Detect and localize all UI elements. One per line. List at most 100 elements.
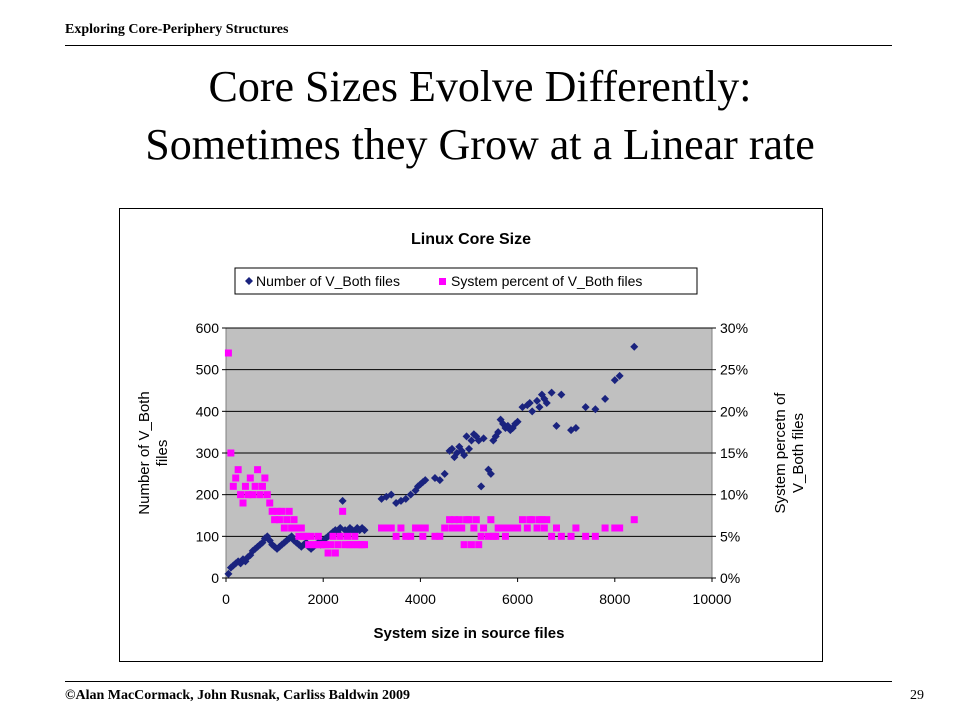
legend-label-series-2: System percent of V_Both files	[451, 273, 642, 289]
data-point-square	[453, 524, 461, 532]
data-point-square	[254, 466, 262, 474]
data-point-square	[239, 499, 247, 507]
data-point-diamond	[523, 401, 532, 410]
footer-copyright: ©Alan MacCormack, John Rusnak, Carliss B…	[65, 688, 410, 703]
data-point-square	[227, 449, 235, 457]
data-point-square	[280, 524, 288, 532]
data-point-square	[336, 532, 344, 540]
data-point-square	[244, 491, 252, 499]
data-point-square	[528, 516, 536, 524]
data-point-diamond	[460, 451, 469, 460]
data-point-square	[329, 532, 337, 540]
data-point-square	[234, 466, 242, 474]
slide-title-line-1: Core Sizes Evolve Differently:	[208, 62, 752, 111]
x-axis-ticks: 0 2000 4000 6000 8000 10000	[222, 578, 732, 607]
y-tick-label: 500	[196, 362, 220, 378]
data-point-square	[419, 532, 427, 540]
data-point-square	[591, 532, 599, 540]
header-divider	[65, 45, 892, 46]
linux-core-size-chart: Linux Core Size Number of V_Both files S…	[136, 231, 807, 642]
data-point-square	[378, 524, 386, 532]
data-point-square	[237, 491, 245, 499]
x-tick-label: 0	[222, 591, 230, 607]
data-point-square	[326, 541, 334, 549]
y-tick-label: 0	[211, 570, 219, 586]
data-point-square	[523, 524, 531, 532]
data-point-diamond	[297, 542, 306, 551]
x-tick-label: 6000	[502, 591, 533, 607]
data-point-square	[431, 532, 439, 540]
data-point-diamond	[506, 426, 515, 435]
data-point-square	[278, 507, 286, 515]
data-point-square	[297, 524, 305, 532]
data-point-diamond	[547, 388, 556, 397]
data-point-diamond	[571, 424, 580, 432]
data-point-diamond	[236, 559, 245, 568]
data-point-diamond	[465, 444, 473, 453]
data-point-square	[446, 516, 454, 524]
legend-box	[234, 267, 698, 295]
data-point-diamond	[601, 394, 610, 403]
data-point-square	[251, 482, 259, 490]
data-point-square	[314, 532, 322, 540]
data-point-diamond	[275, 542, 284, 551]
data-point-square	[229, 482, 237, 490]
data-point-square	[307, 532, 315, 540]
data-point-diamond	[457, 446, 466, 455]
data-point-diamond	[610, 376, 619, 385]
data-point-square	[611, 524, 619, 532]
slide-title-line-2: Sometimes they Grow at a Linear rate	[145, 120, 815, 169]
right-axis-label-line-1: System percetn of	[772, 392, 789, 514]
data-point-diamond	[511, 419, 520, 428]
data-point-diamond	[277, 540, 286, 549]
chart-legend: Number of V_Both files System percent of…	[234, 267, 698, 295]
data-point-diamond	[401, 494, 410, 503]
y2-tick-label: 10%	[720, 487, 748, 503]
data-point-square	[467, 541, 475, 549]
data-point-square	[392, 532, 400, 540]
data-point-square	[630, 516, 638, 524]
data-point-square	[271, 516, 279, 524]
y-axis-label-line-1: Number of V_Both	[136, 391, 153, 514]
data-point-diamond	[537, 390, 546, 399]
data-point-diamond	[336, 524, 345, 532]
y-tick-label: 300	[196, 445, 220, 461]
data-point-square	[540, 524, 548, 532]
data-point-diamond	[338, 496, 347, 505]
data-point-square	[288, 524, 296, 532]
data-point-square	[514, 524, 522, 532]
y-axis-label-line-2: files	[154, 440, 171, 467]
data-point-square	[548, 532, 556, 540]
y2-tick-label: 20%	[720, 403, 748, 419]
y2-tick-label: 15%	[720, 445, 748, 461]
data-point-diamond	[287, 532, 296, 541]
data-point-diamond	[467, 436, 476, 445]
data-point-diamond	[591, 405, 600, 414]
data-point-diamond	[462, 432, 471, 441]
data-point-square	[436, 532, 444, 540]
data-point-square	[263, 491, 271, 499]
data-point-square	[295, 532, 303, 540]
data-point-square	[572, 524, 580, 532]
data-point-square	[450, 516, 458, 524]
data-point-square	[557, 532, 565, 540]
x-tick-label: 10000	[693, 591, 732, 607]
y-tick-label: 200	[196, 487, 220, 503]
data-point-square	[477, 532, 485, 540]
data-point-diamond	[542, 399, 551, 407]
data-point-square	[538, 516, 546, 524]
data-point-square	[382, 524, 390, 532]
data-point-square	[258, 482, 266, 490]
data-point-square	[484, 532, 492, 540]
data-point-diamond	[358, 524, 367, 532]
data-point-square	[246, 474, 254, 482]
data-point-diamond	[256, 540, 265, 549]
x-tick-label: 8000	[599, 591, 630, 607]
data-point-diamond	[360, 526, 369, 535]
right-axis-label-line-2: V_Both files	[790, 413, 807, 493]
data-point-diamond	[229, 561, 238, 570]
y-tick-label: 400	[196, 403, 220, 419]
data-point-diamond	[477, 482, 486, 491]
data-point-diamond	[491, 432, 500, 441]
y2-tick-label: 25%	[720, 362, 748, 378]
